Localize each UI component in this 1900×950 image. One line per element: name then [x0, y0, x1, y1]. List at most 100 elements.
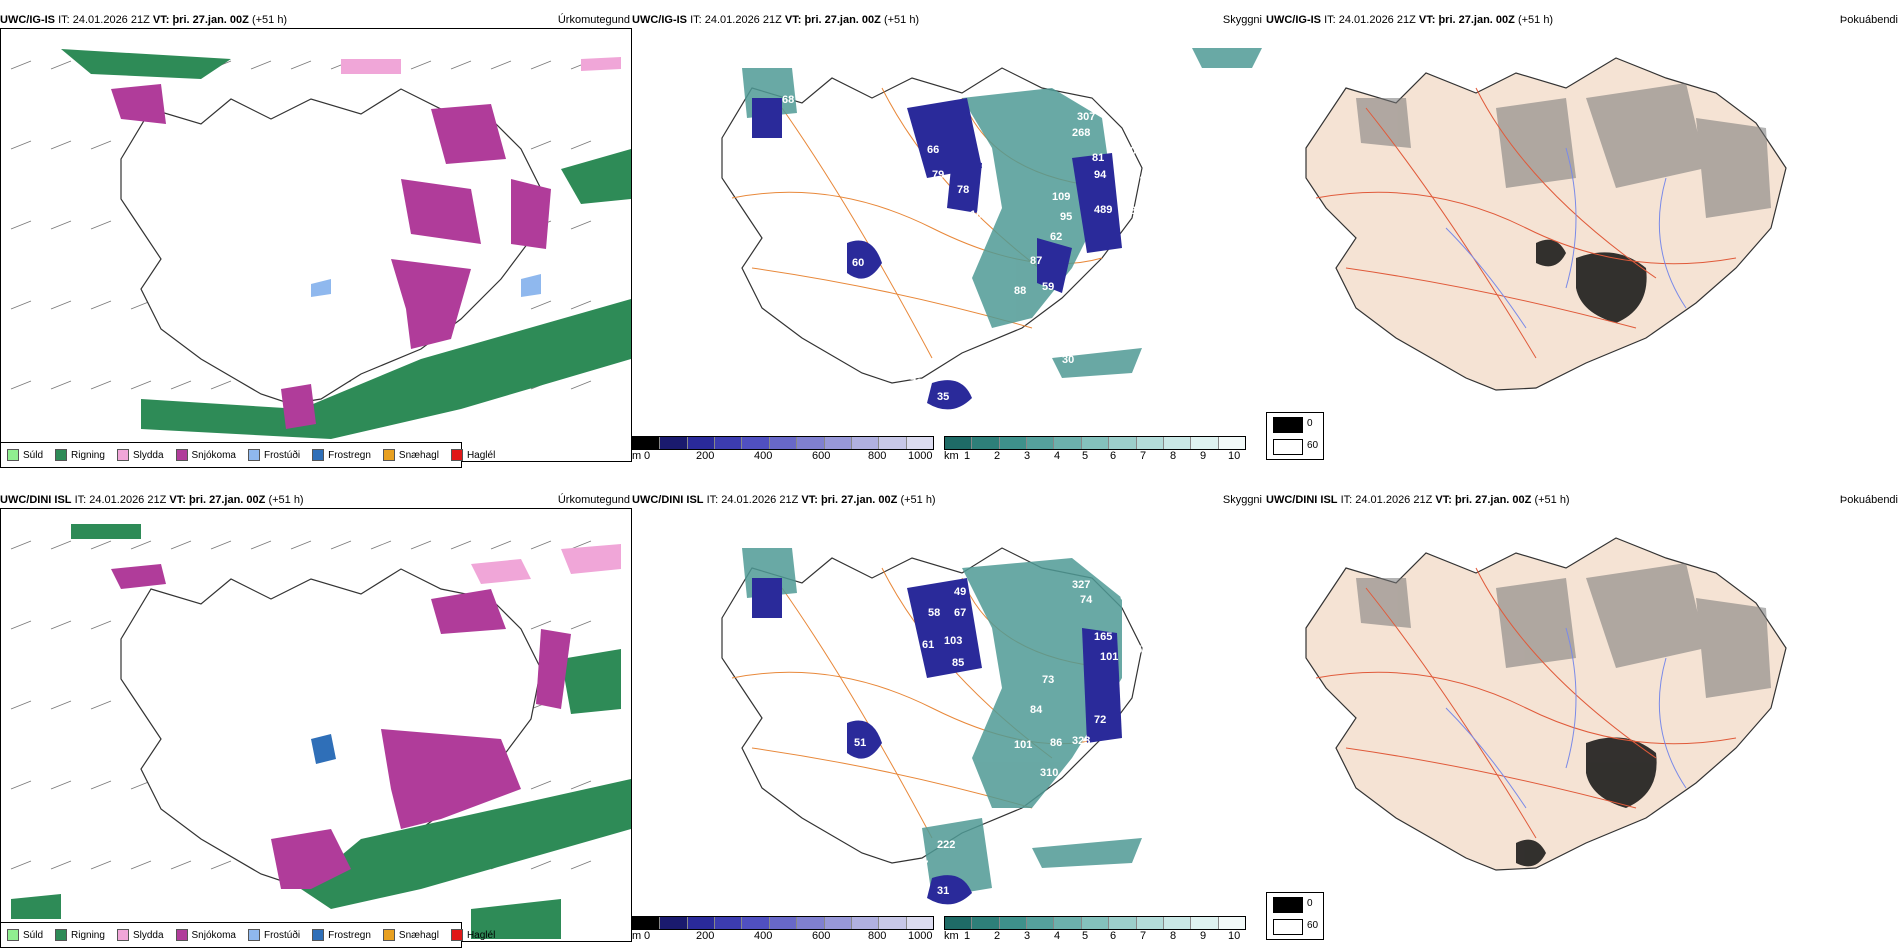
cloud-map[interactable]: 49 58 67 61 103 85 327 74 68 38 165 101 …	[632, 508, 1262, 922]
fog-legend-low	[1273, 439, 1303, 455]
swatch	[247, 449, 260, 461]
cloud-number: 108	[1120, 737, 1138, 749]
vt-value: þri. 27.jan. 00Z	[1438, 14, 1515, 26]
colorbar-unit: m	[632, 930, 642, 942]
visibility-colorbar	[944, 436, 1246, 450]
rain-areas	[61, 49, 631, 439]
colorbar-cell	[851, 917, 880, 929]
cloud-number: 101	[1100, 651, 1118, 663]
vt-label: VT:	[1435, 494, 1452, 506]
legend-label: Haglél	[466, 929, 496, 941]
swatch	[175, 449, 188, 461]
legend-label: Rigning	[71, 929, 105, 941]
lead-time: (+51 h)	[251, 14, 288, 26]
colorbar-tick: 800	[868, 930, 887, 942]
swatch	[312, 929, 325, 941]
colorbar-cell	[1163, 917, 1192, 929]
colorbar-tick: 8	[1170, 930, 1177, 942]
panel-title: Úrkomutegund	[557, 494, 630, 506]
cloud-number: 63	[924, 191, 936, 203]
snow-areas	[111, 564, 571, 889]
cloud-base-ticks: m 0 200 400 600 800 1000	[632, 450, 942, 464]
colorbar-unit: km	[944, 930, 959, 942]
colorbar-tick: 10	[1228, 930, 1241, 942]
colorbar-tick: 9	[1200, 930, 1207, 942]
cloud-number: 310	[1040, 767, 1058, 779]
colorbar-cell	[687, 437, 716, 449]
colorbar-cell	[797, 437, 825, 449]
cloud-number: 51	[854, 737, 866, 749]
precip-map[interactable]	[0, 28, 632, 462]
precip-legend: Súld Rigning Slydda Snjókoma Frostúði Fr…	[0, 922, 495, 948]
legend-item: Frostregn	[312, 929, 371, 941]
it-value: 24.01.2026 21Z	[704, 14, 782, 26]
colorbar-tick: 2	[994, 450, 1001, 462]
rain-areas	[11, 524, 631, 939]
legend-label: Slydda	[132, 929, 164, 941]
colorbar-tick: 600	[812, 450, 831, 462]
fog-map[interactable]	[1266, 28, 1900, 442]
legend-label: Frostregn	[328, 929, 371, 941]
colorbar-tick: 2	[994, 930, 1001, 942]
colorbar-tick: 5	[1082, 930, 1089, 942]
fog-roads	[1315, 567, 1737, 839]
colorbar-tick: 6	[1110, 930, 1117, 942]
fog-map[interactable]	[1266, 508, 1900, 922]
panel-header: UWC/DINI ISL IT: 24.01.2026 21Z VT: þri.…	[1266, 492, 1900, 508]
cloud-number: 81	[1092, 152, 1104, 164]
cloud-number: 70	[1122, 271, 1134, 283]
colorbar-tick: 0	[644, 930, 651, 942]
it-label: IT:	[1340, 494, 1353, 506]
cloud-number: 68	[1120, 591, 1132, 603]
legend-item: Haglél	[450, 929, 496, 941]
cloud-number: 222	[937, 839, 955, 851]
legend-item: Rigning	[55, 449, 105, 461]
cloud-number: 69	[912, 164, 924, 176]
precip-map[interactable]	[0, 508, 632, 942]
cloud-base-colorbar	[632, 916, 934, 930]
cloud-base-colorbar	[632, 436, 934, 450]
it-value: 24.01.2026 21Z	[72, 14, 150, 26]
panel-title: Skyggni	[1222, 14, 1262, 26]
sleet-areas	[341, 57, 621, 74]
cloud-number: 84	[1097, 755, 1110, 767]
precip-map-svg	[10, 524, 631, 939]
vt-label: VT:	[801, 494, 818, 506]
colorbar-cell	[945, 917, 973, 929]
colorbar-cell	[1054, 917, 1082, 929]
colorbar-cell	[879, 917, 907, 929]
colorbar-cell	[1218, 437, 1245, 449]
cloud-number: 76	[910, 377, 922, 389]
legend-label: Súld	[23, 929, 44, 941]
cloud-number: 84	[1030, 704, 1043, 716]
colorbar-cell	[769, 437, 798, 449]
model-label: UWC/DINI ISL	[0, 494, 72, 506]
colorbar-tick: 400	[754, 450, 773, 462]
visibility-areas	[742, 548, 1142, 898]
cloud-base-areas	[752, 578, 1122, 905]
colorbar-cell	[1109, 917, 1137, 929]
panel-title: Skyggni	[1222, 494, 1262, 506]
colorbar-tick: 1000	[908, 930, 933, 942]
swatch	[55, 929, 68, 941]
cloud-map[interactable]: 182 68 66 69 79 78 63 101 307 268 81 80 …	[632, 28, 1262, 442]
colorbar-cell	[906, 437, 933, 449]
model-label: UWC/DINI ISL	[1266, 494, 1338, 506]
cloud-number: 307	[1077, 111, 1095, 123]
swatch	[312, 449, 325, 461]
swatch	[450, 449, 463, 461]
cloud-base-ticks: m 0 200 400 600 800 1000	[632, 930, 942, 944]
panel-title: Úrkomutegund	[557, 14, 630, 26]
cloud-number: 323	[1072, 735, 1090, 747]
cloud-number: 49	[954, 586, 966, 598]
legend-item: Frostúði	[247, 929, 300, 941]
cloud-number: 86	[1050, 737, 1062, 749]
fog-panel-row2: UWC/DINI ISL IT: 24.01.2026 21Z VT: þri.…	[1266, 492, 1900, 940]
vt-label: VT:	[169, 494, 186, 506]
it-value: 24.01.2026 21Z	[721, 494, 799, 506]
vt-value: þri. 27.jan. 00Z	[172, 14, 249, 26]
cloud-map-svg: 182 68 66 69 79 78 63 101 307 268 81 80 …	[720, 48, 1262, 410]
cloud-number: 61	[922, 639, 934, 651]
colorbar-cell	[1109, 437, 1137, 449]
cloud-map-svg: 49 58 67 61 103 85 327 74 68 38 165 101 …	[721, 547, 1192, 905]
